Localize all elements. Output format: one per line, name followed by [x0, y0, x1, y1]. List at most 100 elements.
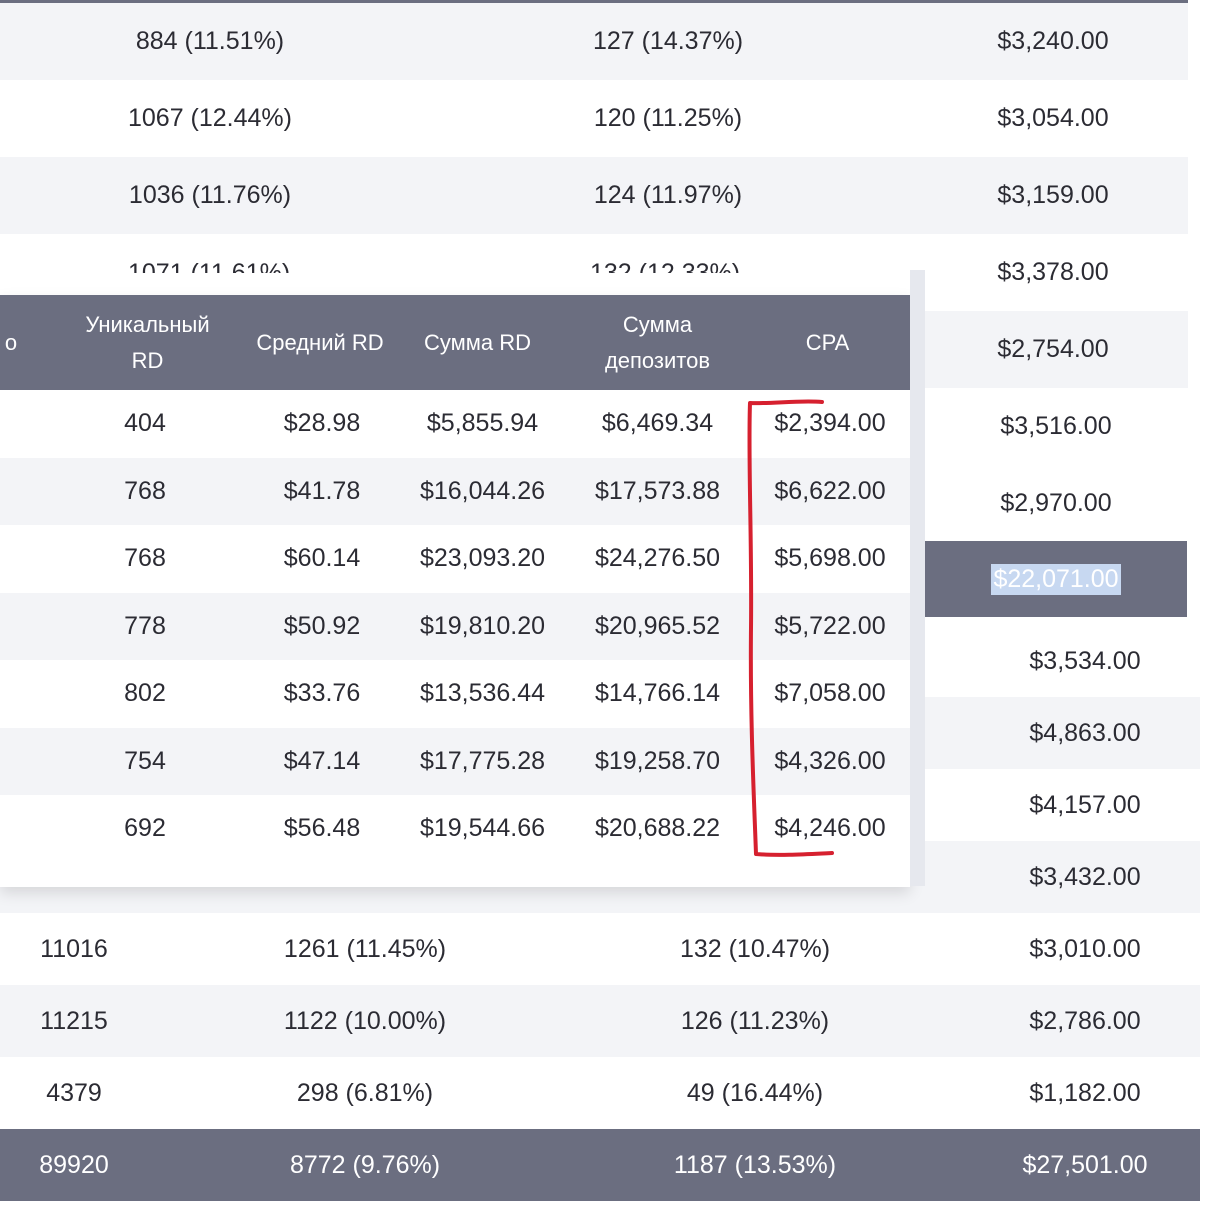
table-row: $4,157.00 — [0, 769, 1200, 841]
cell-unique-rd: 768 — [124, 544, 166, 573]
table-row: 802 $33.76 $13,536.44 $14,766.14 $7,058.… — [0, 660, 910, 728]
cell-sum-deposits: $17,573.88 — [594, 476, 721, 505]
cell-avg-rd: $47.14 — [283, 746, 361, 775]
cell-avg-rd: $50.92 — [283, 611, 361, 640]
table-cell: 4379 — [46, 1078, 102, 1107]
table-cell: 49 (16.44%) — [686, 1078, 824, 1107]
table-row: 1071 (11.61%) 132 (12.33%) $3,378.00 — [0, 234, 1188, 311]
cell-unique-rd: 692 — [124, 814, 166, 843]
table-row: 768 $60.14 $23,093.20 $24,276.50 $5,698.… — [0, 525, 910, 593]
table-row: 778 $50.92 $19,810.20 $20,965.52 $5,722.… — [0, 592, 910, 660]
table-cell: $4,863.00 — [1029, 718, 1141, 747]
table-cell: 120 (11.25%) — [593, 104, 743, 132]
cell-cpa: $4,246.00 — [774, 814, 886, 843]
table-row: 11215 1122 (10.00%) 126 (11.23%) $2,786.… — [0, 985, 1200, 1057]
cell-sum-rd: $13,536.44 — [419, 679, 546, 708]
table-row: 692 $56.48 $19,544.66 $20,688.22 $4,246.… — [0, 795, 910, 863]
column-header-sum-rd[interactable]: Сумма RD — [423, 329, 531, 355]
cell-unique-rd: 754 — [124, 746, 166, 775]
table-cell: 1036 (11.76%) — [128, 181, 292, 209]
table-row: 754 $47.14 $17,775.28 $19,258.70 $4,326.… — [0, 727, 910, 795]
table-cell: $2,754.00 — [997, 335, 1109, 363]
table-cell: $3,159.00 — [997, 181, 1109, 209]
table-row: 884 (11.51%) 127 (14.37%) $3,240.00 — [0, 3, 1188, 80]
cell-sum-rd: $23,093.20 — [419, 544, 546, 573]
table-cell: $2,970.00 — [1000, 489, 1112, 517]
table-row: 4379 298 (6.81%) 49 (16.44%) $1,182.00 — [0, 1057, 1200, 1129]
cell-sum-deposits: $20,688.22 — [594, 814, 721, 843]
table-cell: 126 (11.23%) — [680, 1006, 830, 1035]
cell-sum-deposits: $20,965.52 — [594, 611, 721, 640]
table-cell: $3,054.00 — [997, 104, 1109, 132]
table-row: 768 $41.78 $16,044.26 $17,573.88 $6,622.… — [0, 457, 910, 525]
cell-cpa: $4,326.00 — [774, 746, 886, 775]
table-cell: 132 (10.47%) — [679, 934, 831, 963]
table-cell: $3,516.00 — [1000, 412, 1112, 440]
column-header-unique-rd[interactable]: Уникальный RD — [85, 311, 210, 373]
table-cell-partial: 1071 (11.61%) — [128, 260, 308, 273]
right-column: $3,516.00 $2,970.00 $22,071.00 — [925, 388, 1187, 618]
total-cell: 8772 (9.76%) — [289, 1150, 441, 1179]
table-header: о Уникальный RD Средний RD Сумма RD Сумм… — [0, 295, 910, 390]
table-cell: $2,786.00 — [1029, 1006, 1141, 1035]
selected-total-text[interactable]: $22,071.00 — [991, 563, 1121, 595]
table-row: 11016 1261 (11.45%) 132 (10.47%) $3,010.… — [0, 913, 1200, 985]
cell-unique-rd: 802 — [124, 679, 166, 708]
total-cell: $27,501.00 — [1022, 1150, 1148, 1179]
table-cell: $3,534.00 — [1029, 646, 1141, 675]
table-cell: 298 (6.81%) — [296, 1078, 434, 1107]
column-header-cpa[interactable]: CPA — [805, 329, 850, 355]
cell-avg-rd: $28.98 — [283, 409, 361, 438]
vertical-scrollbar[interactable] — [910, 270, 925, 886]
table-cell: $3,378.00 — [997, 258, 1109, 286]
front-table: о Уникальный RD Средний RD Сумма RD Сумм… — [0, 295, 910, 887]
column-header-sum-deposits[interactable]: Сумма депозитов — [604, 311, 711, 373]
cell-cpa: $7,058.00 — [774, 679, 886, 708]
cell-avg-rd: $41.78 — [283, 476, 361, 505]
column-header-partial: о — [4, 329, 18, 355]
table-cell: $3,240.00 — [997, 27, 1109, 55]
table-cell: 884 (11.51%) — [135, 27, 285, 55]
cell-avg-rd: $56.48 — [283, 814, 361, 843]
cell-sum-rd: $19,810.20 — [419, 611, 546, 640]
table-cell: 124 (11.97%) — [593, 181, 743, 209]
table-row: 1067 (12.44%) 120 (11.25%) $3,054.00 — [0, 80, 1188, 157]
table-row: 404 $28.98 $5,855.94 $6,469.34 $2,394.00 — [0, 390, 910, 458]
cell-avg-rd: $33.76 — [283, 679, 361, 708]
cell-avg-rd: $60.14 — [283, 544, 361, 573]
column-header-avg-rd[interactable]: Средний RD — [256, 329, 384, 355]
cell-cpa: $5,698.00 — [774, 544, 886, 573]
cell-sum-rd: $5,855.94 — [426, 409, 539, 438]
total-cell-selected[interactable]: $22,071.00 — [925, 541, 1187, 617]
table-cell: 1261 (11.45%) — [283, 934, 447, 963]
table-cell: 11215 — [40, 1006, 108, 1035]
table-cell-partial: 132 (12.33%) — [590, 260, 770, 273]
cell-sum-deposits: $24,276.50 — [594, 544, 721, 573]
table-cell: $1,182.00 — [1029, 1078, 1141, 1107]
table-cell: 11016 — [40, 934, 108, 963]
cell-unique-rd: 768 — [124, 476, 166, 505]
cell-sum-rd: $19,544.66 — [419, 814, 546, 843]
total-cell: 89920 — [39, 1150, 109, 1179]
table-top-border — [0, 0, 1188, 3]
cell-sum-deposits: $6,469.34 — [601, 409, 714, 438]
table-cell: 1067 (12.44%) — [127, 104, 292, 132]
cell-sum-rd: $16,044.26 — [419, 476, 546, 505]
cell-sum-rd: $17,775.28 — [419, 746, 546, 775]
table-cell: 1122 (10.00%) — [283, 1006, 447, 1035]
table-row: 1036 (11.76%) 124 (11.97%) $3,159.00 — [0, 157, 1188, 234]
cell-cpa: $5,722.00 — [774, 611, 886, 640]
table-total-row: 89920 8772 (9.76%) 1187 (13.53%) $27,501… — [0, 1129, 1200, 1201]
table-cell: 127 (14.37%) — [592, 27, 744, 55]
cell-cpa: $2,394.00 — [774, 409, 886, 438]
table-cell: $3,432.00 — [1029, 862, 1141, 891]
table-cell: $4,157.00 — [1029, 790, 1141, 819]
cell-unique-rd: 404 — [124, 409, 166, 438]
cell-sum-deposits: $19,258.70 — [594, 746, 721, 775]
total-cell: 1187 (13.53%) — [673, 1150, 837, 1179]
cell-cpa: $6,622.00 — [774, 476, 886, 505]
table-cell: $3,010.00 — [1029, 934, 1141, 963]
cell-sum-deposits: $14,766.14 — [594, 679, 721, 708]
cell-unique-rd: 778 — [124, 611, 166, 640]
table-row: $3,534.00 — [0, 625, 1200, 697]
